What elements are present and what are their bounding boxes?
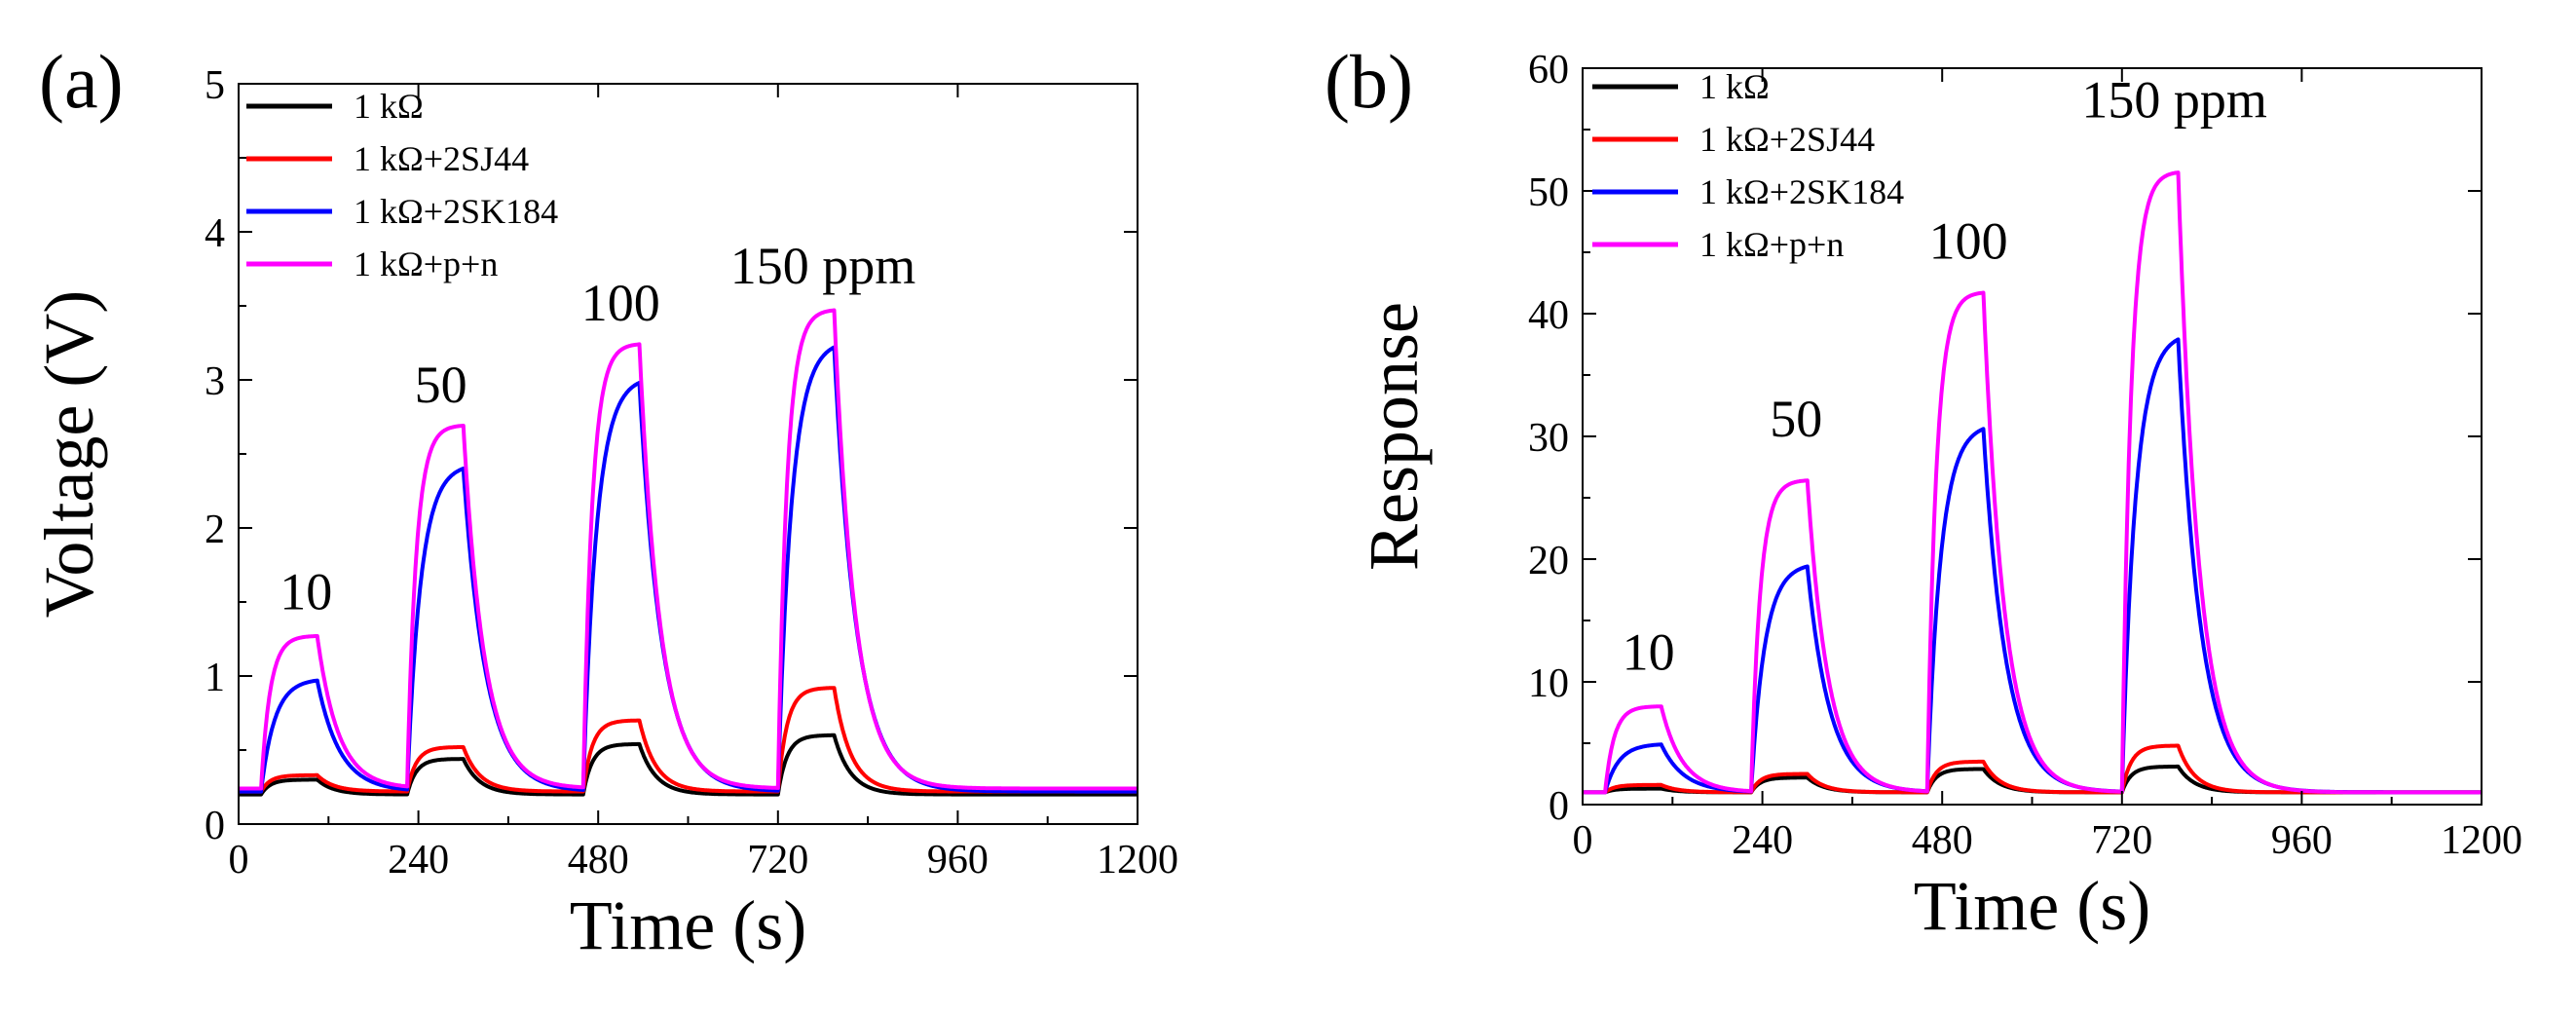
series-line-0 (239, 733, 1138, 797)
annotation-label: 10 (280, 563, 332, 621)
y-tick-label: 20 (1528, 539, 1569, 583)
x-tick-label: 480 (1912, 818, 1973, 863)
y-tick-label: 40 (1528, 293, 1569, 338)
series-line-3 (1583, 170, 2482, 795)
y-tick-label: 0 (205, 804, 225, 848)
y-tick-label: 3 (205, 359, 225, 404)
x-tick-label: 720 (2091, 818, 2152, 863)
legend-label-3: 1 kΩ+p+n (354, 244, 498, 283)
series-group (239, 308, 1138, 797)
series-line-3 (239, 308, 1138, 791)
x-axis-label: Time (s) (1914, 867, 2150, 945)
x-tick-label: 0 (1573, 818, 1593, 863)
x-tick-label: 0 (229, 838, 249, 883)
panel-label: (a) (39, 39, 124, 124)
y-tick-label: 50 (1528, 170, 1569, 215)
y-tick-label: 5 (205, 63, 225, 108)
legend-label-3: 1 kΩ+p+n (1699, 225, 1844, 264)
panel-label: (b) (1325, 39, 1413, 124)
y-tick-label: 30 (1528, 416, 1569, 461)
x-tick-label: 960 (927, 838, 989, 883)
annotation-label: 150 ppm (2081, 70, 2267, 129)
annotation-label: 150 ppm (730, 237, 916, 295)
y-tick-label: 60 (1528, 48, 1569, 93)
x-tick-label: 960 (2271, 818, 2333, 863)
x-tick-label: 720 (747, 838, 808, 883)
annotation-label: 100 (581, 274, 660, 332)
legend-label-2: 1 kΩ+2SK184 (354, 192, 558, 231)
annotation-label: 50 (1770, 390, 1822, 448)
y-tick-label: 2 (205, 508, 225, 552)
panel-b: (b) 0 240 480 720 960 1200 0 10 20 30 40 50 60 Time (s… (1325, 39, 2522, 945)
y-axis-label: Voltage (V) (30, 290, 108, 619)
annotation-label: 50 (415, 356, 467, 414)
annotation-label: 100 (1929, 211, 2008, 270)
y-tick-label: 10 (1528, 661, 1569, 706)
x-axis-label: Time (s) (570, 886, 806, 964)
legend-label-1: 1 kΩ+2SJ44 (354, 139, 529, 178)
y-tick-label: 1 (205, 656, 225, 700)
legend-label-1: 1 kΩ+2SJ44 (1699, 120, 1875, 159)
annotation-label: 10 (1623, 622, 1675, 681)
legend-label-2: 1 kΩ+2SK184 (1699, 172, 1904, 211)
y-tick-label: 4 (205, 211, 225, 256)
series-group (1583, 170, 2482, 795)
x-tick-label: 480 (568, 838, 629, 883)
x-tick-label: 1200 (1097, 838, 1178, 883)
x-tick-label: 240 (1732, 818, 1793, 863)
x-tick-label: 1200 (2441, 818, 2522, 863)
legend-label-0: 1 kΩ (1699, 67, 1770, 106)
panel-a: (a) 0 240 480 720 960 1200 0 1 2 3 4 5 Time (s) Voltag… (30, 39, 1178, 964)
y-tick-label: 0 (1549, 784, 1569, 829)
y-axis-label: Response (1355, 302, 1433, 571)
legend-label-0: 1 kΩ (354, 87, 424, 126)
x-tick-label: 240 (388, 838, 449, 883)
